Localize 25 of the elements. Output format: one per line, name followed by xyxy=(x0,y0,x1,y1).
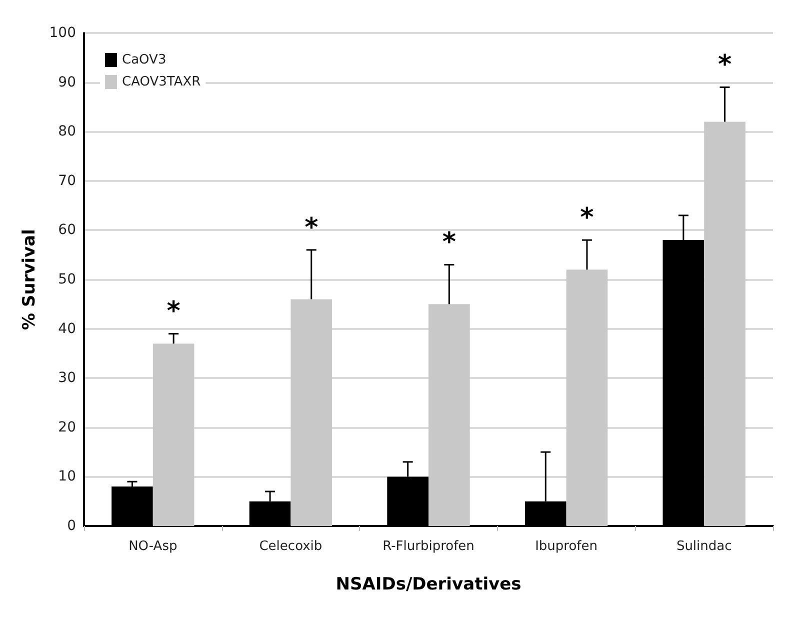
x-tick-label: Sulindac xyxy=(676,539,732,554)
annotation: * xyxy=(166,296,181,327)
y-tick-label: 90 xyxy=(58,74,76,90)
y-tick-label: 100 xyxy=(49,25,76,41)
x-axis-title: NSAIDs/Derivatives xyxy=(336,574,522,594)
y-tick-label: 10 xyxy=(58,468,76,485)
y-tick-label: 80 xyxy=(58,124,76,140)
annotation: * xyxy=(718,50,732,80)
x-tick-label: Celecoxib xyxy=(259,539,322,554)
x-tick-label: NO-Asp xyxy=(128,539,178,554)
x-tick-label: R-Flurbiprofen xyxy=(382,539,474,554)
y-tick-label: 20 xyxy=(58,419,76,436)
y-tick-label: 60 xyxy=(58,222,76,238)
y-tick-label: 70 xyxy=(58,172,76,189)
annotation: * xyxy=(304,212,319,243)
y-tick-label: 0 xyxy=(67,518,76,534)
legend-label: CaOV3 xyxy=(122,52,166,68)
y-tick-label: 40 xyxy=(58,320,76,337)
legend-label: CAOV3TAXR xyxy=(122,74,201,90)
y-axis-title: % Survival xyxy=(20,229,40,330)
x-tick-label: Ibuprofen xyxy=(535,539,598,554)
annotation: * xyxy=(442,228,456,258)
annotation: * xyxy=(580,203,594,234)
y-tick-label: 50 xyxy=(58,272,76,288)
y-tick-label: 30 xyxy=(58,370,76,386)
